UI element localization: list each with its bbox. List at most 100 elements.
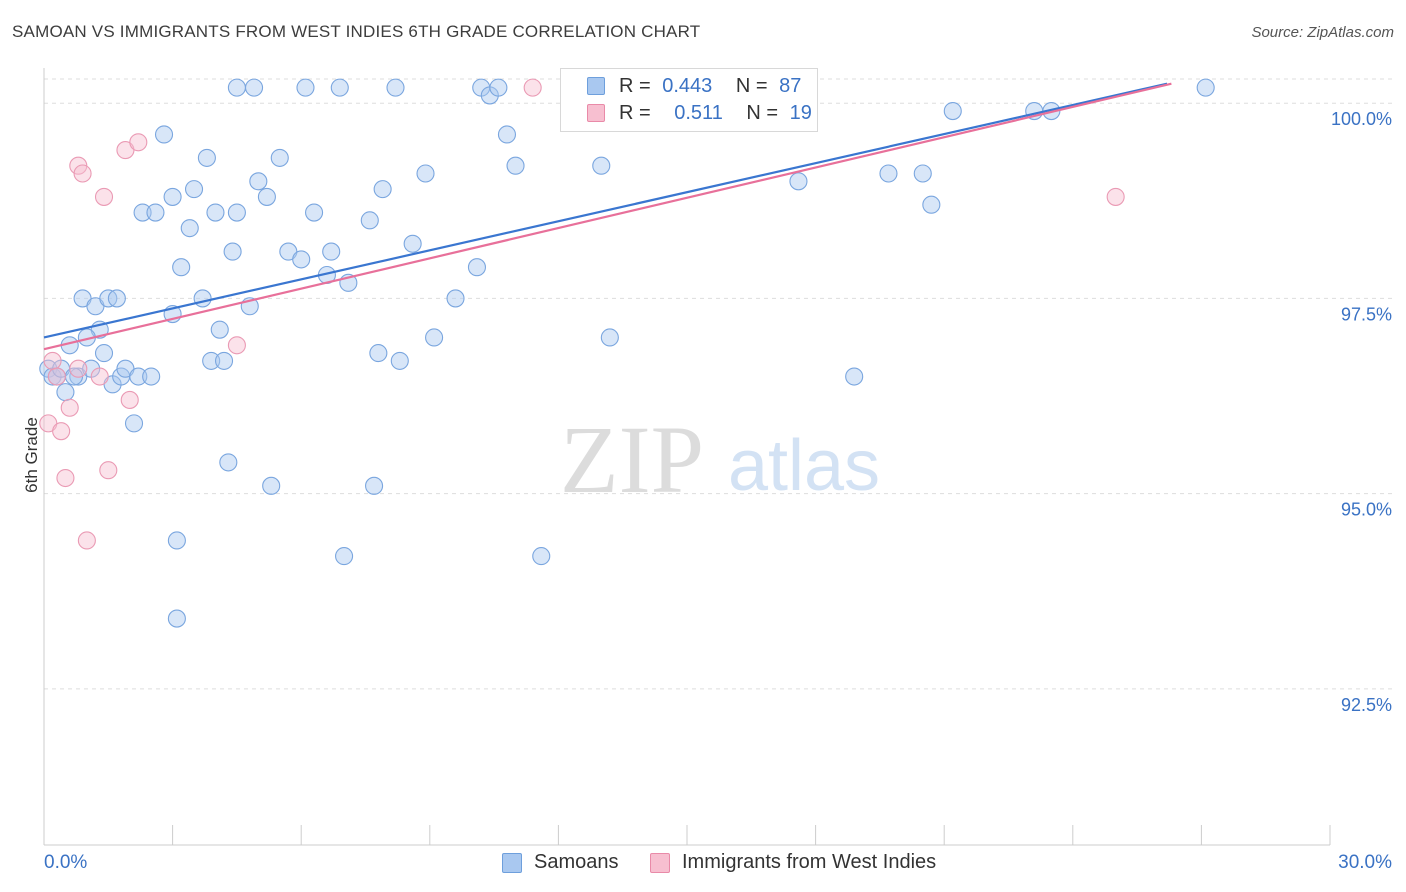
samoans-point bbox=[133, 203, 152, 222]
west-indies-point bbox=[77, 531, 96, 550]
samoans-point bbox=[467, 258, 487, 277]
samoans-point bbox=[249, 172, 268, 191]
samoans-point bbox=[913, 164, 932, 183]
correlation-legend: R = 0.443 N = 87 R = 0.511 N = 19 bbox=[560, 68, 818, 132]
samoans-point bbox=[1196, 78, 1215, 97]
bottom-legend-label-samoans: Samoans bbox=[534, 851, 619, 873]
y-tick-label: 95.0% bbox=[1341, 500, 1392, 520]
west-indies-point bbox=[1106, 187, 1125, 206]
samoans-point bbox=[210, 320, 229, 339]
west-indies-point bbox=[52, 422, 71, 441]
bottom-legend-swatch-west-indies bbox=[650, 853, 670, 873]
west-indies-point bbox=[47, 367, 66, 386]
west-indies-point bbox=[69, 359, 88, 378]
west-indies-point bbox=[120, 390, 139, 409]
samoans-point bbox=[227, 78, 246, 97]
west-indies-points bbox=[39, 78, 1125, 550]
y-axis-title: 6th Grade bbox=[22, 417, 41, 493]
samoans-point bbox=[244, 78, 264, 97]
samoans-point bbox=[146, 203, 165, 222]
legend-n-label: N = bbox=[735, 75, 768, 97]
y-tick-label: 97.5% bbox=[1341, 304, 1392, 324]
samoans-point bbox=[425, 328, 444, 347]
y-tick-labels: 100.0% 97.5% 95.0% 92.5% bbox=[1331, 109, 1392, 715]
legend-swatch-west-indies bbox=[587, 104, 605, 122]
samoans-point bbox=[845, 367, 864, 386]
legend-r-value-west-indies: 0.511 bbox=[674, 102, 723, 124]
legend-swatch-samoans bbox=[587, 77, 605, 95]
samoans-point bbox=[214, 351, 234, 370]
y-tick-label: 100.0% bbox=[1331, 109, 1392, 129]
samoans-point bbox=[124, 414, 144, 433]
samoans-point bbox=[506, 156, 525, 175]
samoans-point bbox=[257, 187, 276, 206]
samoans-point bbox=[369, 344, 388, 363]
bottom-legend-swatch-samoans bbox=[502, 853, 522, 873]
samoans-point bbox=[497, 125, 517, 144]
samoans-point bbox=[262, 476, 281, 495]
watermark-zip: ZIP bbox=[560, 406, 704, 513]
samoans-point bbox=[789, 172, 808, 191]
bottom-legend-label-west-indies: Immigrants from West Indies bbox=[682, 851, 937, 873]
samoans-point bbox=[154, 125, 174, 144]
samoans-point bbox=[227, 203, 246, 222]
samoans-point bbox=[163, 187, 182, 206]
watermark: ZIP atlas bbox=[560, 406, 880, 513]
samoans-point bbox=[193, 289, 212, 308]
west-indies-point bbox=[129, 133, 148, 152]
west-indies-point bbox=[56, 468, 75, 488]
watermark-atlas: atlas bbox=[728, 426, 880, 506]
samoans-point bbox=[167, 609, 186, 628]
samoans-point bbox=[202, 351, 221, 370]
samoans-point bbox=[94, 344, 114, 363]
x-tick-label-max: 30.0% bbox=[1338, 852, 1392, 873]
samoans-point bbox=[172, 258, 191, 277]
west-indies-point bbox=[94, 187, 114, 206]
samoans-point bbox=[206, 203, 225, 222]
samoans-point bbox=[219, 453, 238, 472]
samoans-point bbox=[142, 367, 161, 386]
samoans-point bbox=[330, 78, 349, 97]
west-indies-point bbox=[43, 351, 62, 370]
samoans-point bbox=[292, 250, 311, 269]
west-indies-point bbox=[60, 398, 79, 417]
west-indies-trend-line bbox=[43, 82, 1172, 351]
samoans-point bbox=[390, 351, 409, 370]
samoans-point bbox=[107, 289, 126, 308]
samoans-point bbox=[129, 367, 148, 386]
samoans-point bbox=[446, 289, 465, 308]
west-indies-point bbox=[523, 78, 542, 97]
samoans-point bbox=[365, 476, 384, 495]
legend-n-value-samoans: 87 bbox=[779, 75, 802, 97]
legend-r-label: R = bbox=[619, 75, 651, 97]
samoans-point bbox=[322, 242, 341, 261]
west-indies-point bbox=[90, 367, 109, 386]
samoans-point bbox=[600, 328, 619, 347]
legend-r-value-samoans: 0.443 bbox=[662, 75, 713, 97]
west-indies-point bbox=[73, 164, 92, 183]
samoans-point bbox=[416, 164, 435, 183]
samoans-points bbox=[39, 78, 1215, 628]
west-indies-point bbox=[227, 336, 246, 355]
samoans-point bbox=[360, 211, 379, 230]
samoans-point bbox=[879, 164, 898, 183]
samoans-point bbox=[403, 234, 422, 253]
samoans-point bbox=[56, 383, 75, 402]
chart-title: SAMOAN VS IMMIGRANTS FROM WEST INDIES 6T… bbox=[12, 22, 701, 41]
samoans-point bbox=[184, 180, 204, 199]
samoans-point bbox=[305, 203, 324, 222]
samoans-point bbox=[532, 547, 551, 566]
samoans-point bbox=[167, 531, 186, 550]
samoans-point bbox=[592, 156, 611, 175]
legend-r-label: R = bbox=[619, 102, 651, 124]
samoans-trend-line bbox=[43, 82, 1168, 339]
samoans-point bbox=[180, 219, 199, 238]
samoans-point bbox=[489, 78, 508, 97]
trend-lines bbox=[43, 82, 1172, 351]
source-label: Source: ZipAtlas.com bbox=[1251, 24, 1394, 41]
x-tick-label-min: 0.0% bbox=[44, 852, 88, 873]
samoans-point bbox=[197, 148, 216, 167]
y-tick-label: 92.5% bbox=[1341, 695, 1392, 715]
legend-n-label: N = bbox=[746, 102, 779, 124]
